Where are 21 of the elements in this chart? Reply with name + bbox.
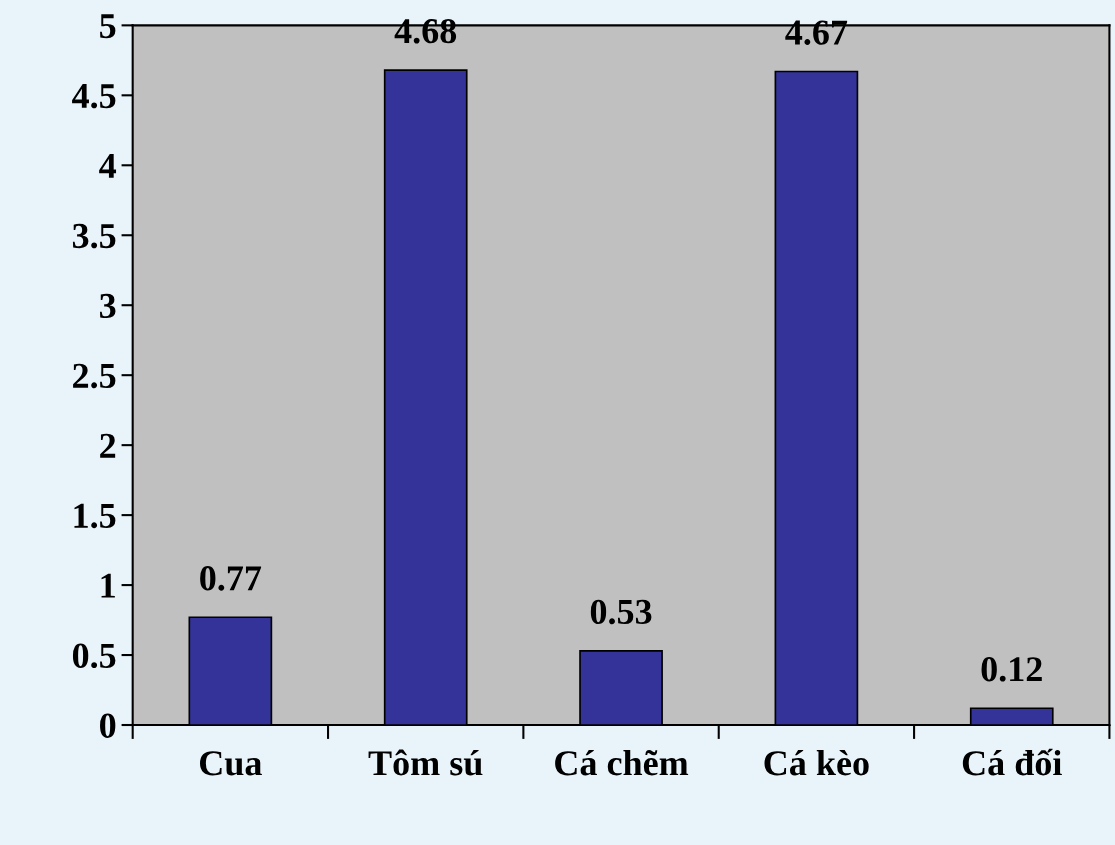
y-tick-label: 3.5 xyxy=(72,223,116,249)
y-tick-label: 4 xyxy=(99,154,117,178)
data-label: 0.53 xyxy=(590,599,652,625)
data-label: 4.68 xyxy=(394,18,457,44)
y-tick-label: 3 xyxy=(100,293,116,319)
x-tick-label: Cua xyxy=(200,751,262,776)
data-label: 0.77 xyxy=(200,566,262,591)
x-tick-label: Tôm sú xyxy=(368,749,483,776)
y-tick-label: 1.5 xyxy=(74,503,116,529)
x-tick-label: Cá chẽm xyxy=(555,749,689,776)
y-tick-label: 4.5 xyxy=(72,84,116,109)
y-tick-label: 2.5 xyxy=(73,363,116,389)
y-tick-label: 5 xyxy=(100,14,116,39)
x-tick-label: Cá đối xyxy=(962,748,1062,776)
data-label: 4.67 xyxy=(785,20,848,45)
y-tick-label: 0.5 xyxy=(72,643,116,669)
y-tick-label: 0 xyxy=(100,713,116,738)
x-tick-label: Cá kèo xyxy=(764,749,869,776)
y-tick-label: 1 xyxy=(101,573,115,598)
y-tick-label: 2 xyxy=(100,433,116,458)
data-label: 0.12 xyxy=(981,657,1042,682)
